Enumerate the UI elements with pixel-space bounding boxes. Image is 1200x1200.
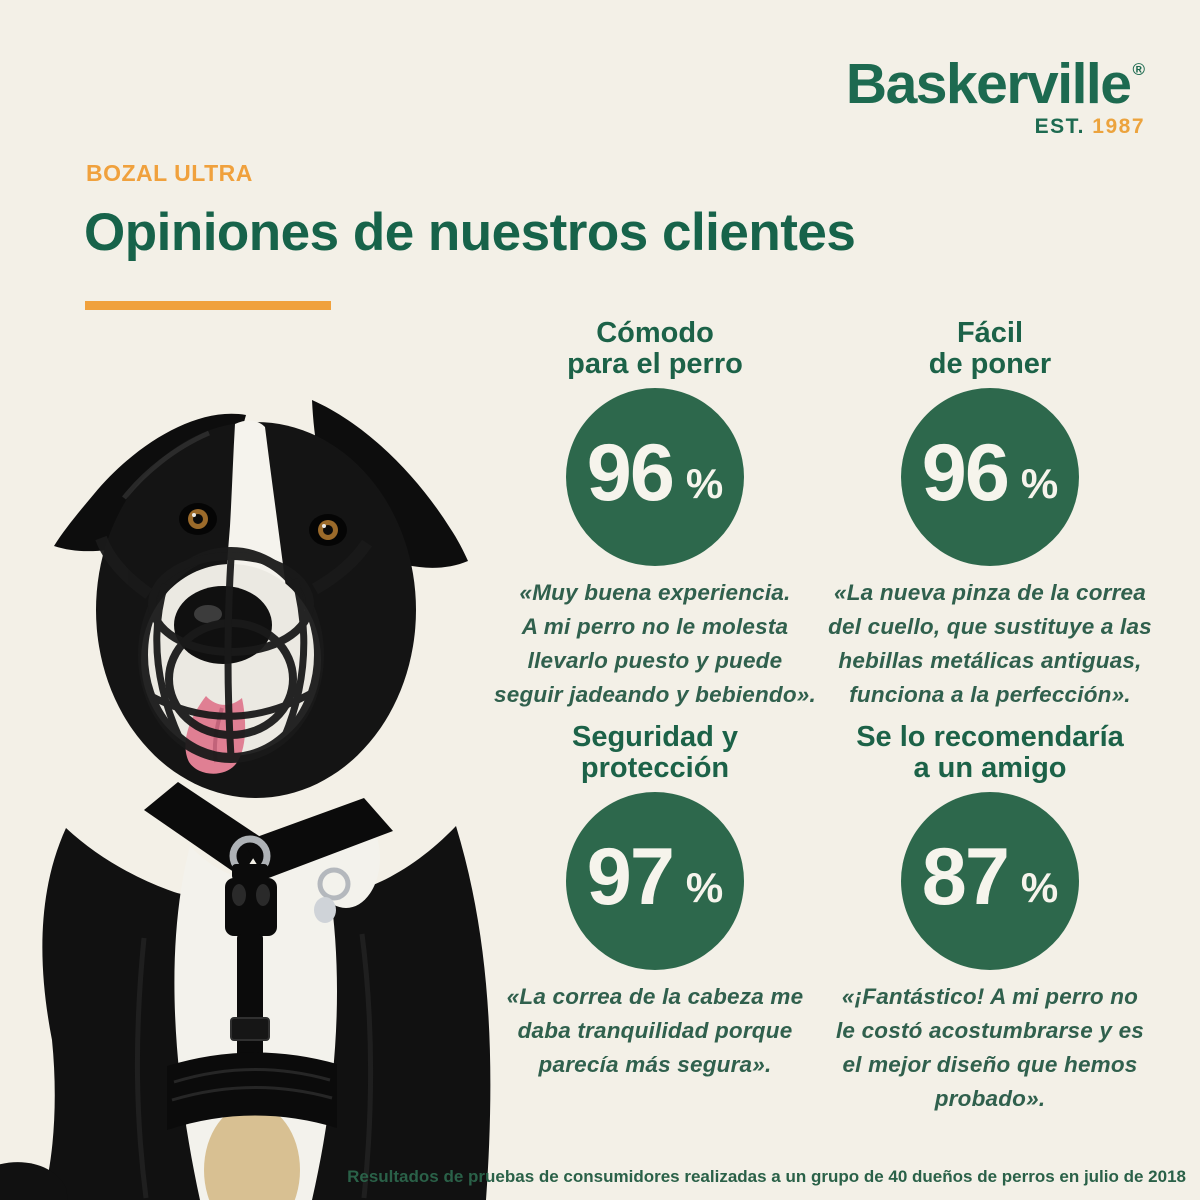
stat-value-group: 87 %	[921, 831, 1059, 922]
percent-sign: %	[1020, 459, 1059, 507]
stat-circle: 96 %	[901, 388, 1079, 566]
stat-title: Seguridad y protección	[572, 721, 738, 784]
dog-harness	[144, 782, 393, 1130]
stat-quote: «¡Fantástico! A mi perro no le costó aco…	[835, 984, 1145, 1111]
stat-value: 96	[921, 427, 1010, 518]
stat-value-group: 97 %	[586, 831, 724, 922]
dog-fur-highlight	[122, 430, 210, 500]
stat-title: Fácil de poner	[928, 317, 1052, 380]
percent-sign: %	[685, 459, 724, 507]
dog-leg-line-left	[134, 937, 149, 1199]
stat-quote: «La correa de la cabeza me daba tranquil…	[506, 984, 804, 1077]
stat-value: 96	[586, 427, 675, 518]
brand-logo: Baskerville ® EST. 1987	[846, 56, 1145, 139]
dog-nose-shine	[194, 605, 222, 623]
stat-value: 87	[921, 831, 1010, 922]
stat-comodo-para-el-perro: Cómodo para el perro 96 % «Muy buena exp…	[490, 318, 820, 712]
stat-quote: «Muy buena experiencia. A mi perro no le…	[494, 580, 816, 707]
stat-facil-de-poner: Fácil de poner 96 % «La nueva pinza de l…	[816, 318, 1164, 712]
percent-sign: %	[685, 863, 724, 911]
collar-tag	[314, 897, 336, 923]
muzzle-cage	[95, 535, 373, 763]
dog-hind-paw	[0, 1162, 68, 1200]
dog-eye-left	[179, 503, 217, 535]
harness-buckle	[225, 878, 277, 936]
stat-circle: 87 %	[901, 792, 1079, 970]
stat-value: 97	[586, 831, 675, 922]
disclaimer: Resultados de pruebas de consumidores re…	[347, 1167, 1186, 1186]
title-underline	[85, 301, 331, 310]
brand-established: EST. 1987	[846, 115, 1145, 139]
stat-recomendaria-a-un-amigo: Se lo recomendaría a un amigo 87 % «¡Fan…	[816, 722, 1164, 1116]
stat-value-group: 96 %	[921, 427, 1059, 518]
stat-title: Se lo recomendaría a un amigo	[856, 721, 1124, 784]
product-name: BOZAL ULTRA	[86, 160, 253, 186]
stat-seguridad-y-proteccion: Seguridad y protección 97 % «La correa d…	[490, 722, 820, 1082]
est-year: 1987	[1092, 115, 1145, 138]
stat-title: Cómodo para el perro	[567, 317, 743, 380]
registered-trademark-icon: ®	[1132, 60, 1145, 79]
collar-ring	[317, 867, 351, 901]
stat-circle: 96 %	[566, 388, 744, 566]
dog-eye-right	[309, 514, 347, 546]
dog-belly-fur	[204, 1104, 300, 1200]
brand-name: Baskerville	[845, 52, 1132, 116]
stat-quote: «La nueva pinza de la correa del cuello,…	[828, 580, 1152, 707]
brand-wordmark: Baskerville ®	[846, 56, 1145, 113]
dog-photo	[0, 400, 491, 1200]
percent-sign: %	[1020, 863, 1059, 911]
dog-leg-line-right	[359, 933, 373, 1199]
stat-value-group: 96 %	[586, 427, 724, 518]
stat-circle: 97 %	[566, 792, 744, 970]
est-label: EST.	[1034, 115, 1085, 138]
page-title: Opiniones de nuestros clientes	[84, 203, 856, 262]
